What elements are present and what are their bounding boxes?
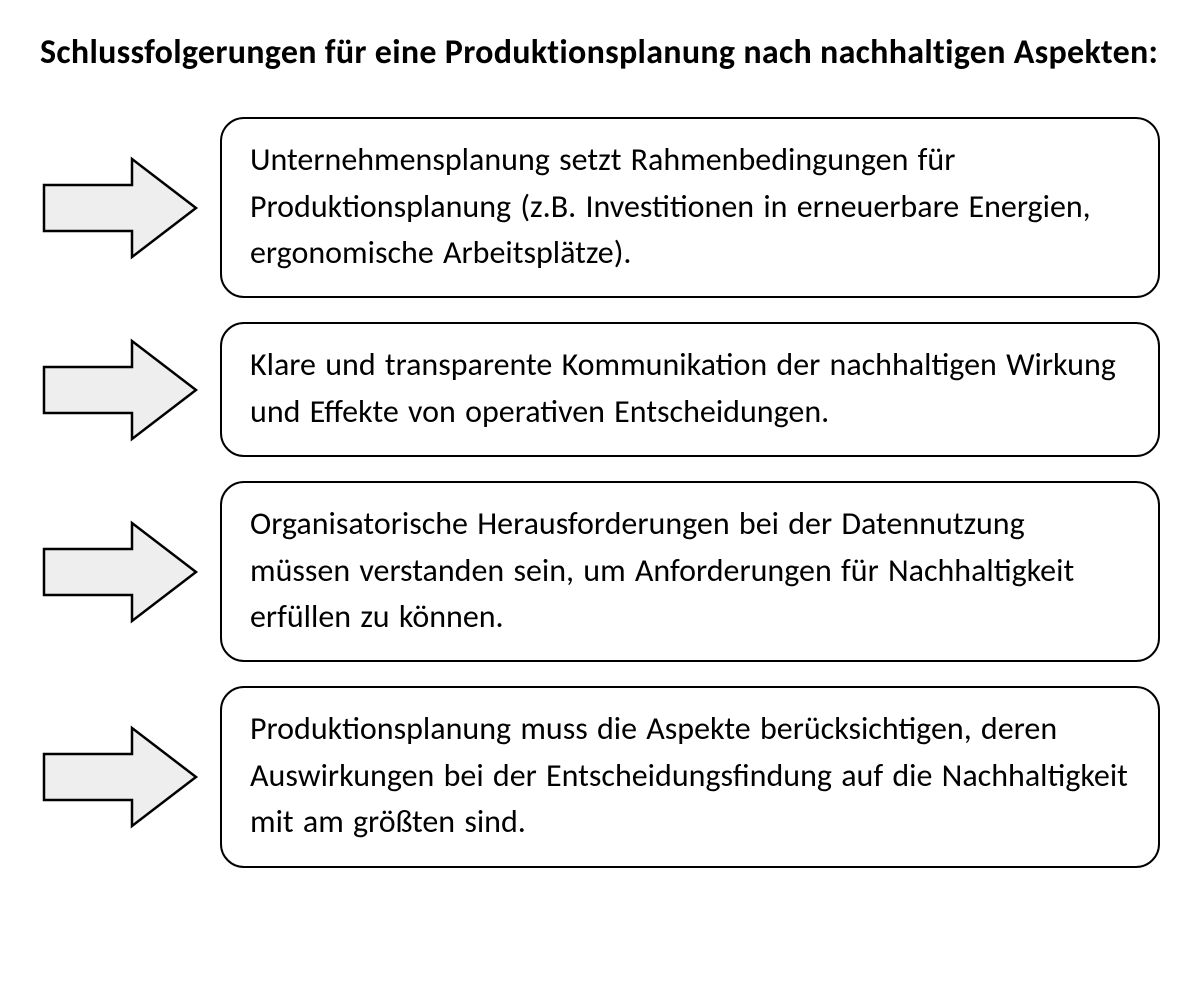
conclusion-list: Unternehmensplanung setzt Rahmenbedingun…: [40, 117, 1160, 867]
conclusion-row: Unternehmensplanung setzt Rahmenbedingun…: [40, 117, 1160, 298]
conclusion-row: Produktionsplanung muss die Aspekte berü…: [40, 686, 1160, 867]
conclusion-box: Organisatorische Herausforderungen bei d…: [220, 481, 1160, 662]
conclusion-box: Produktionsplanung muss die Aspekte berü…: [220, 686, 1160, 867]
arrow-right-icon: [40, 722, 200, 832]
conclusion-box: Unternehmensplanung setzt Rahmenbedingun…: [220, 117, 1160, 298]
conclusion-row: Organisatorische Herausforderungen bei d…: [40, 481, 1160, 662]
arrow-right-icon: [40, 517, 200, 627]
diagram-title: Schlussfolgerungen für eine Produktionsp…: [40, 28, 1160, 77]
arrow-right-icon: [40, 153, 200, 263]
arrow-right-icon: [40, 335, 200, 445]
conclusion-row: Klare und transparente Kommunikation der…: [40, 322, 1160, 457]
conclusion-box: Klare und transparente Kommunikation der…: [220, 322, 1160, 457]
